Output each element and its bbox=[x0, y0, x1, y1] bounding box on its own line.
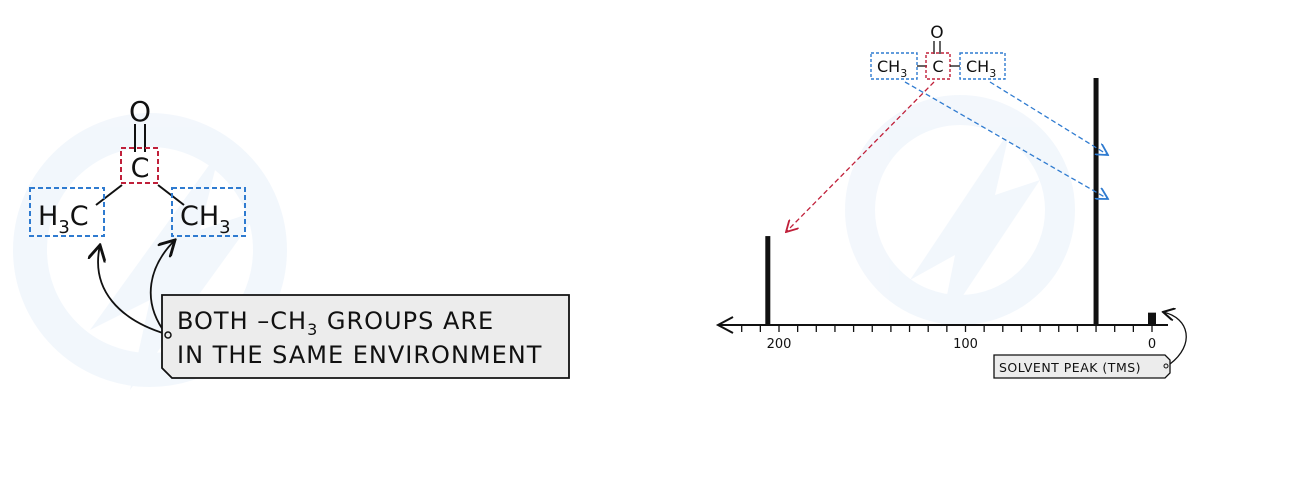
solvent-tag-hole bbox=[1163, 363, 1169, 369]
solvent-peak-label: SOLVENT PEAK (TMS) bbox=[999, 360, 1141, 375]
methyl-assignment-arrow-right bbox=[989, 81, 1108, 155]
spectrum-carbon: C bbox=[932, 57, 943, 76]
spectrum-tick-labels: 200 100 0 bbox=[767, 337, 1157, 352]
spectrum-molecule: O CH3 C CH3 bbox=[870, 23, 1006, 80]
environment-note: BOTH –CH3 GROUPS ARE IN THE SAME ENVIRON… bbox=[161, 294, 570, 379]
x-tick-label: 0 bbox=[1148, 337, 1156, 352]
left-molecule: O C H3C CH3 bbox=[29, 95, 246, 238]
note-line-1: BOTH –CH3 GROUPS ARE bbox=[177, 307, 494, 339]
note-arrow-right bbox=[149, 240, 175, 335]
spectrum-oxygen: O bbox=[930, 23, 943, 43]
carbonyl-carbon-box bbox=[120, 147, 159, 184]
note-tag bbox=[161, 294, 570, 379]
peak-assignment-arrows bbox=[786, 81, 1108, 232]
spectrum-axis bbox=[715, 316, 1168, 334]
solvent-label-tag: SOLVENT PEAK (TMS) bbox=[993, 312, 1187, 379]
spectrum-right-methyl-box bbox=[959, 52, 1006, 80]
watermark-right bbox=[845, 95, 1075, 330]
right-methyl-label: CH3 bbox=[180, 201, 231, 238]
methyl-assignment-arrow-left bbox=[904, 81, 1108, 199]
carbonyl-oxygen: O bbox=[129, 95, 151, 128]
methyl-peak bbox=[1093, 78, 1099, 325]
carbonyl-peak bbox=[765, 236, 771, 325]
note-tag-hole bbox=[164, 331, 172, 339]
solvent-label-arrow bbox=[1163, 312, 1187, 365]
x-tick-label: 100 bbox=[953, 337, 978, 352]
x-tick-label: 200 bbox=[767, 337, 792, 352]
x-axis-arrowhead bbox=[715, 316, 734, 334]
spectrum-left-methyl: CH3 bbox=[877, 57, 907, 80]
spectrum-left-methyl-box bbox=[870, 52, 918, 80]
watermark-left bbox=[13, 113, 287, 390]
carbonyl-assignment-arrow bbox=[786, 81, 935, 232]
spectrum-peaks bbox=[765, 78, 1156, 325]
note-line-2: IN THE SAME ENVIRONMENT bbox=[177, 341, 542, 369]
left-methyl-label: H3C bbox=[38, 201, 89, 238]
left-single-bond bbox=[95, 184, 123, 206]
left-methyl-box bbox=[29, 187, 105, 237]
central-carbon: C bbox=[131, 153, 150, 184]
note-arrow-left bbox=[98, 245, 167, 335]
solvent-tag-shape bbox=[993, 354, 1171, 379]
tms-peak bbox=[1148, 312, 1156, 325]
right-methyl-box bbox=[171, 187, 246, 237]
spectrum-right-methyl: CH3 bbox=[966, 57, 996, 80]
